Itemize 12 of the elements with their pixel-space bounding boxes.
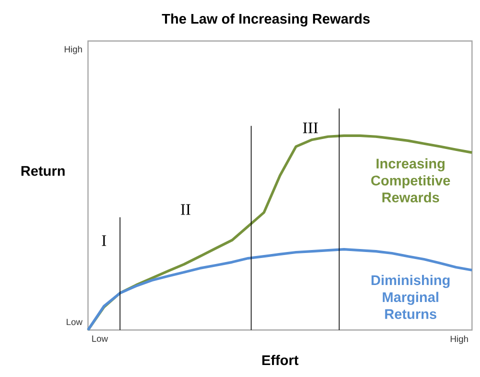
text: Low (92, 336, 108, 342)
x-axis-title: Effort (262, 354, 298, 366)
y-axis-title: Return (21, 166, 65, 176)
text: High (450, 336, 468, 344)
text: High (64, 46, 82, 54)
series-label: Increasing Competitive Rewards (371, 158, 450, 202)
annotation: II (180, 204, 190, 215)
chart-title: The Law of Increasing Rewards (162, 13, 370, 27)
annotation: I (102, 235, 106, 246)
text: Low (66, 318, 83, 326)
text: III (303, 122, 318, 134)
series-label: Diminishing Marginal Returns (372, 274, 450, 320)
